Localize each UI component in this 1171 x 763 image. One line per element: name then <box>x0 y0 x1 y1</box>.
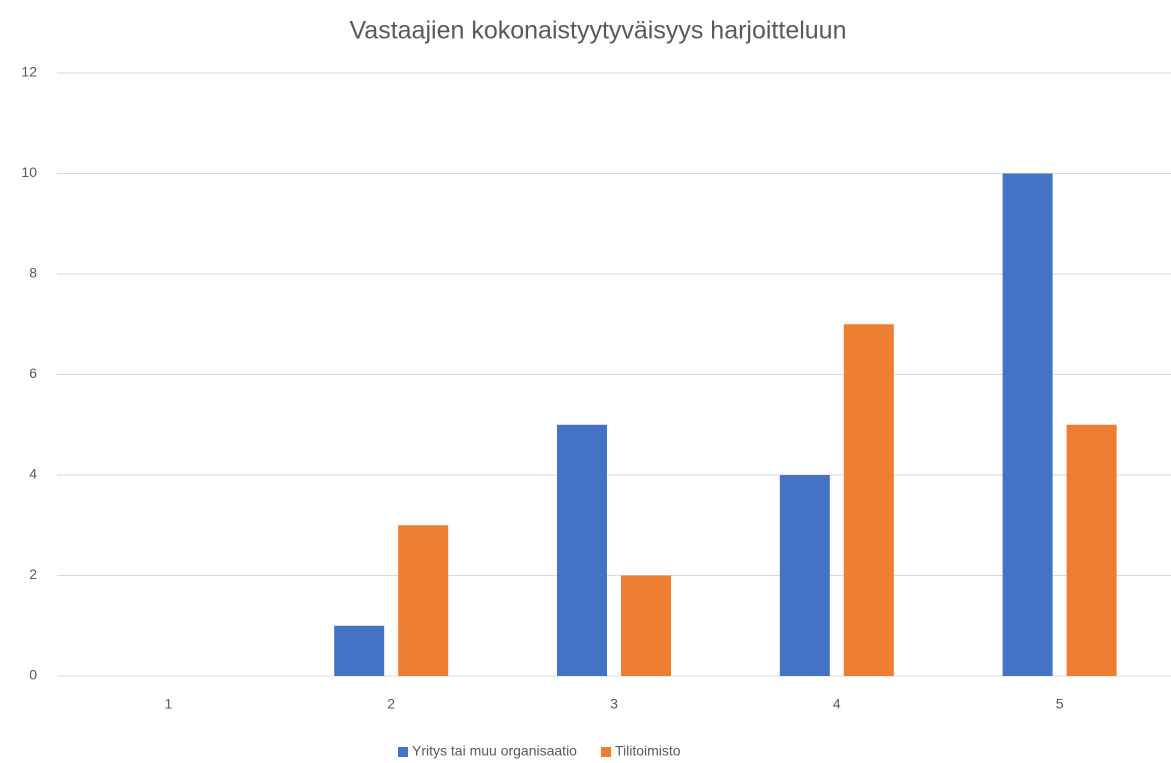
y-tick-label: 0 <box>29 667 37 683</box>
bar <box>621 575 671 676</box>
legend-label: Tilitoimisto <box>615 743 681 759</box>
bar <box>557 424 607 676</box>
x-tick-label: 4 <box>833 696 841 712</box>
y-tick-label: 6 <box>29 365 37 381</box>
bar <box>779 475 830 676</box>
y-tick-label: 8 <box>29 265 37 281</box>
y-tick-label: 2 <box>29 566 37 582</box>
bar <box>334 625 385 676</box>
bar <box>398 525 449 676</box>
x-tick-label: 2 <box>387 696 395 712</box>
x-tick-label: 1 <box>165 696 173 712</box>
legend-swatch <box>398 747 408 757</box>
legend-label: Yritys tai muu organisaatio <box>412 743 577 759</box>
bar <box>1066 424 1117 676</box>
x-tick-label: 5 <box>1056 696 1064 712</box>
y-tick-label: 4 <box>29 466 37 482</box>
chart-title: Vastaajien kokonaistyytyväisyys harjoitt… <box>349 17 846 45</box>
y-tick-label: 12 <box>21 64 37 80</box>
bar <box>1002 173 1053 676</box>
bar <box>843 324 894 676</box>
legend-swatch <box>600 747 611 757</box>
x-tick-label: 3 <box>610 696 618 712</box>
y-tick-label: 10 <box>21 164 37 180</box>
